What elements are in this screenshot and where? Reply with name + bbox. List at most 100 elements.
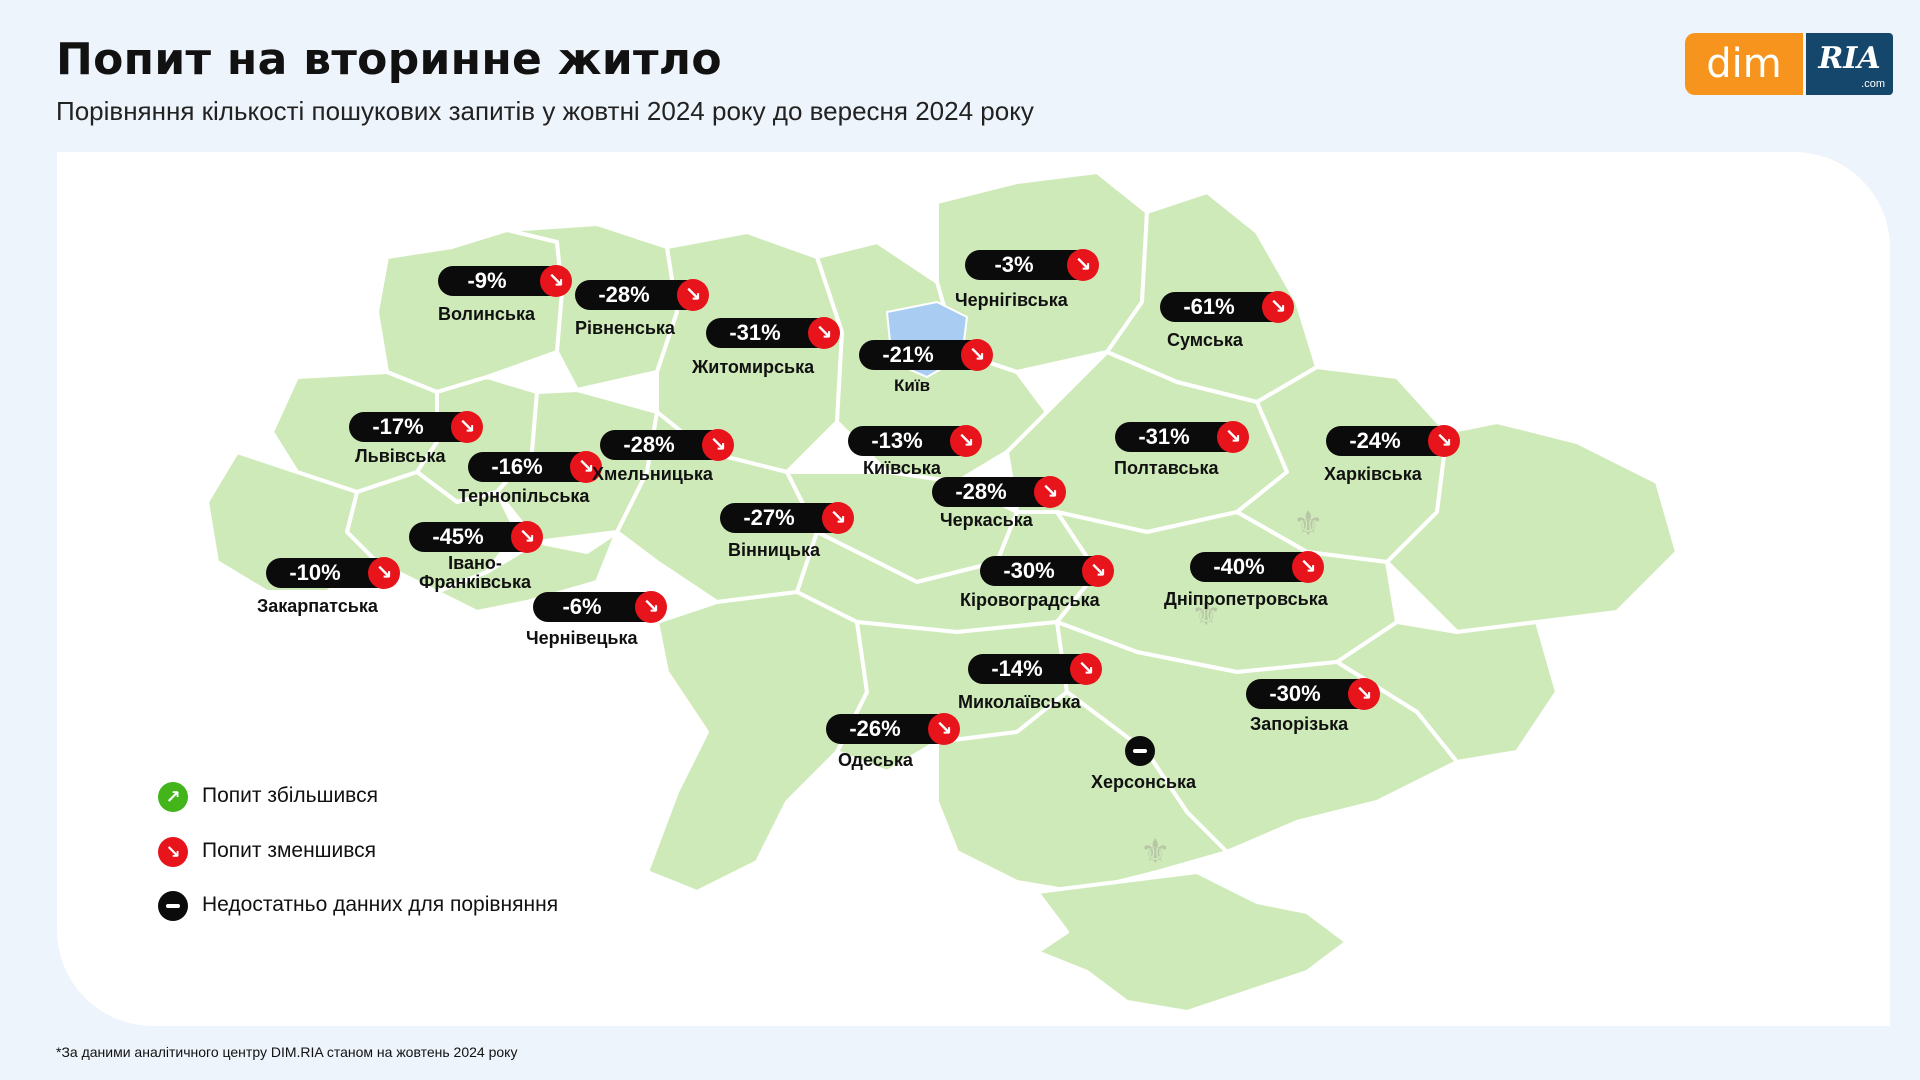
region-name: Чернігівська (955, 290, 1068, 310)
logo-ria-suffix: .com (1861, 78, 1885, 90)
region-value-pill: -30% ↘ (980, 555, 1114, 587)
region-value-pill: -6% ↘ (533, 591, 667, 623)
region-name: Черкаська (940, 510, 1033, 530)
legend-label: Недостатньо данних для порівняння (202, 893, 559, 916)
region-name: Миколаївська (958, 692, 1081, 712)
region-value: -21% (882, 342, 934, 367)
arrow-down-right-icon: ↘ (928, 713, 960, 745)
region-value: -24% (1349, 428, 1401, 453)
region-value-pill: -31% ↘ (706, 317, 840, 349)
region-value: -30% (1003, 558, 1055, 583)
logo-dim: dim (1685, 33, 1803, 95)
map-panel: ⚜ ⚜ ⚜ (57, 152, 1890, 1026)
region-name: Закарпатська (257, 596, 378, 616)
region-value-pill: -30% ↘ (1246, 678, 1380, 710)
arrow-down-right-icon: ↘ (1262, 291, 1294, 323)
arrow-down-right-icon: ↘ (511, 521, 543, 553)
region-name: Хмельницька (592, 464, 713, 484)
arrow-down-right-icon: ↘ (677, 279, 709, 311)
arrow-down-right-icon: ↘ (1070, 653, 1102, 685)
region-value-pill: -27% ↘ (720, 502, 854, 534)
region-value: -40% (1213, 554, 1265, 579)
region-value-pill: -13% ↘ (848, 425, 982, 457)
arrow-down-right-icon: ↘ (368, 557, 400, 589)
region-value: -3% (994, 252, 1034, 277)
region-value-pill: -28% ↘ (575, 279, 709, 311)
region-value: -10% (289, 560, 341, 585)
region-value: -28% (623, 432, 675, 457)
arrow-down-right-icon: ↘ (570, 451, 602, 483)
region-value: -13% (871, 428, 923, 453)
arrow-down-right-icon: ↘ (451, 411, 483, 443)
region-value-pill: -24% ↘ (1326, 425, 1460, 457)
region-value: -31% (1138, 424, 1190, 449)
region-name: Одеська (838, 750, 913, 770)
region-value: -27% (743, 505, 795, 530)
region-shape-chernivetska (435, 530, 619, 614)
region-value: -28% (955, 479, 1007, 504)
region-value-pill: -40% ↘ (1190, 551, 1324, 583)
region-value-pill: -14% ↘ (968, 653, 1102, 685)
region-name: Київська (863, 458, 941, 478)
region-name: Чернівецька (526, 628, 638, 648)
dim-ria-logo[interactable]: dim RIA .com (1685, 33, 1893, 95)
arrow-down-right-icon: ↘ (158, 837, 188, 867)
arrow-down-right-icon: ↘ (635, 591, 667, 623)
region-value-pill: -9% ↘ (438, 265, 572, 297)
arrow-down-right-icon: ↘ (1082, 555, 1114, 587)
logo-ria: RIA .com (1806, 33, 1893, 95)
region-value-pill: -26% ↘ (826, 713, 960, 745)
region-value: -16% (491, 454, 543, 479)
region-name: Харківська (1324, 464, 1422, 484)
region-value: -30% (1269, 681, 1321, 706)
arrow-down-right-icon: ↘ (961, 339, 993, 371)
region-value: -26% (849, 716, 901, 741)
region-value-pill: -28% ↘ (932, 476, 1066, 508)
region-value-pill: -10% ↘ (266, 557, 400, 589)
region-shape-crimea (1035, 870, 1349, 1014)
region-name: Тернопільська (458, 486, 590, 506)
region-name: Запорізька (1250, 714, 1349, 734)
no-data-badge (1125, 736, 1155, 766)
region-value-pill: -16% ↘ (468, 451, 602, 483)
region-value-pill: -31% ↘ (1115, 421, 1249, 453)
region-name: Сумська (1167, 330, 1243, 350)
region-value: -28% (598, 282, 650, 307)
region-name: Херсонська (1091, 772, 1196, 792)
region-value-pill: -45% ↘ (409, 521, 543, 553)
legend-label: Попит зменшився (202, 839, 377, 862)
arrow-down-right-icon: ↘ (950, 425, 982, 457)
region-name: Львівська (355, 446, 446, 466)
region-value: -14% (991, 656, 1043, 681)
region-shape-east (1385, 420, 1679, 634)
arrow-down-right-icon: ↘ (1348, 678, 1380, 710)
arrow-down-right-icon: ↘ (702, 429, 734, 461)
region-value: -61% (1183, 294, 1235, 319)
arrow-down-right-icon: ↘ (540, 265, 572, 297)
arrow-down-right-icon: ↘ (1067, 249, 1099, 281)
trident-icon: ⚜ (1293, 505, 1324, 543)
region-name: Дніпропетровська (1164, 589, 1328, 609)
region-name: Волинська (438, 304, 536, 324)
region-value: -6% (562, 594, 602, 619)
arrow-down-right-icon: ↘ (1428, 425, 1460, 457)
region-value-pill: -21% ↘ (859, 339, 993, 371)
region-name: Вінницька (728, 540, 820, 560)
region-name: Кіровоградська (960, 590, 1100, 610)
trident-icon: ⚜ (1191, 595, 1222, 633)
region-value: -31% (729, 320, 781, 345)
region-name: Івано-Франківська (419, 553, 531, 592)
region-name: Полтавська (1114, 458, 1219, 478)
region-value: -9% (467, 268, 507, 293)
region-value: -45% (432, 524, 484, 549)
page-title: Попит на вторинне житло (56, 34, 722, 85)
city-label-kyiv: Київ (894, 376, 931, 395)
region-name: Рівненська (575, 318, 675, 338)
trident-icon: ⚜ (1140, 833, 1171, 871)
region-value-pill: -3% ↘ (965, 249, 1099, 281)
arrow-down-right-icon: ↘ (1292, 551, 1324, 583)
legend-label: Попит збільшився (202, 784, 378, 807)
region-name: Житомирська (692, 357, 815, 377)
minus-icon (158, 891, 188, 921)
arrow-down-right-icon: ↘ (808, 317, 840, 349)
